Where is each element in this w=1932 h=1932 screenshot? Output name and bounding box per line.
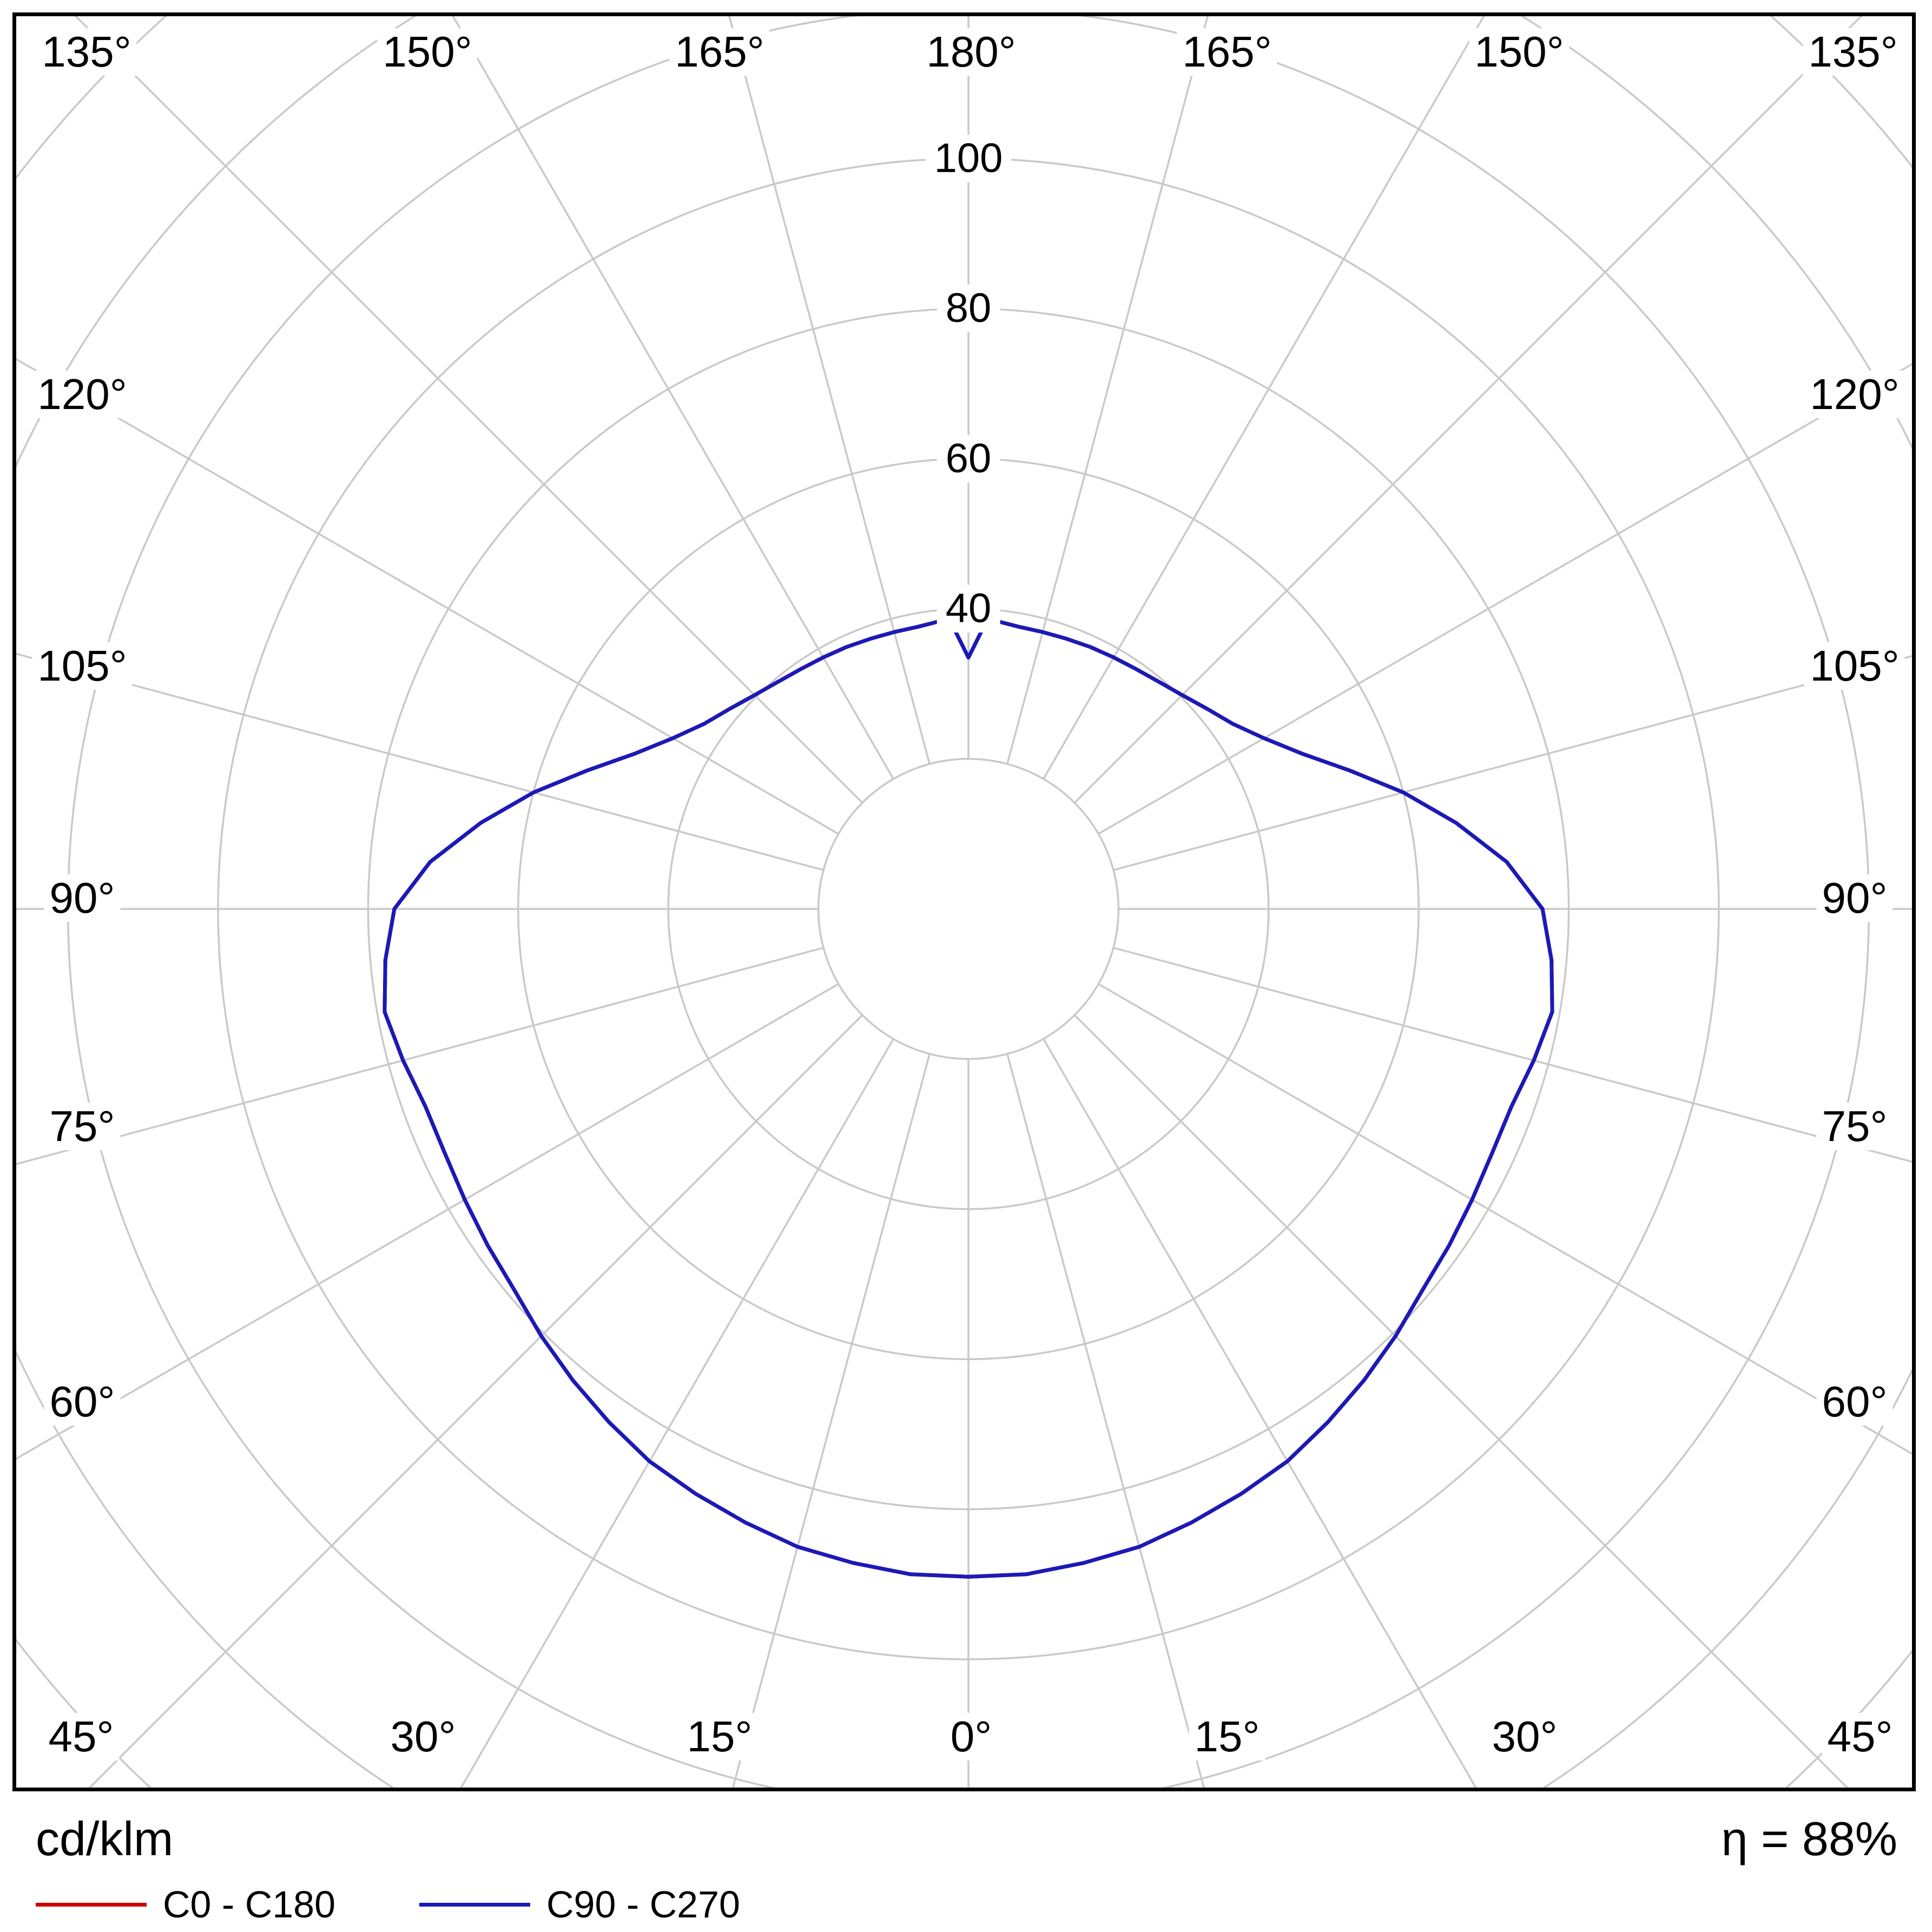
grid-spoke [16,983,839,1460]
legend-label-c0-c180: C0 - C180 [163,1883,336,1926]
grid-spoke [1113,947,1912,1163]
angle-label-bottom: 15° [1189,1713,1265,1760]
legend-line-c0-c180 [36,1902,147,1907]
grid-spoke [16,652,824,871]
angle-label-right: 90° [1816,874,1893,922]
angle-label-left: 90° [44,874,121,922]
angle-label-right: 75° [1816,1103,1893,1150]
angle-label-top: 180° [921,28,1021,76]
grid-spoke [1006,16,1209,764]
legend-item-c0-c180: C0 - C180 [36,1882,335,1927]
grid-spoke [728,16,931,764]
angle-label-right: 105° [1804,642,1905,690]
grid-spoke [1043,1038,1477,1788]
angle-label-right: 120° [1804,371,1905,418]
angle-label-left: 105° [32,642,133,690]
angle-label-right: 60° [1816,1378,1893,1426]
curve-c90-c270 [383,619,1554,1579]
angle-label-bottom: 30° [385,1713,461,1760]
angle-label-left: 60° [44,1378,121,1426]
grid-spoke [460,1038,894,1788]
angle-label-top: 150° [377,28,478,76]
legend-line-c90-c270 [419,1902,530,1907]
radial-tick-label: 100 [925,135,1012,182]
radial-tick-label: 40 [937,585,1000,633]
angle-label-top: 135° [36,28,137,76]
efficiency-label: η = 88% [1721,1812,1897,1865]
angle-label-top: 165° [669,28,770,76]
grid-spoke [1073,16,1863,804]
angle-label-top: 150° [1469,28,1570,76]
grid-spoke [74,16,863,804]
legend-label-c90-c270: C90 - C270 [546,1883,740,1926]
angle-label-bottom: 45° [43,1713,120,1760]
angle-label-bottom: 0° [945,1713,998,1760]
angle-label-top: 135° [1803,28,1903,76]
grid-spoke [1073,1014,1849,1788]
grid-spoke [1098,363,1912,835]
angle-label-bottom: 45° [1822,1713,1898,1760]
grid-spoke [1006,1053,1205,1788]
grid-spoke [1098,983,1912,1455]
angle-label-bottom: 15° [681,1713,758,1760]
grid-ring [817,757,1120,1060]
grid-spoke [16,947,824,1165]
angle-label-left: 120° [32,371,133,418]
grid-spoke [16,358,839,835]
radial-tick-label: 80 [937,285,1000,333]
grid-spoke [452,16,894,780]
unit-label: cd/klm [36,1812,174,1865]
grid-spoke [732,1053,931,1788]
grid-spoke [1113,655,1912,871]
grid-spoke [1043,16,1485,780]
legend-item-c90-c270: C90 - C270 [419,1882,740,1927]
angle-label-top: 165° [1177,28,1277,76]
angle-label-bottom: 30° [1486,1713,1563,1760]
angle-label-left: 75° [44,1103,121,1150]
radial-tick-label: 60 [937,434,1000,483]
grid-spoke [88,1014,863,1788]
